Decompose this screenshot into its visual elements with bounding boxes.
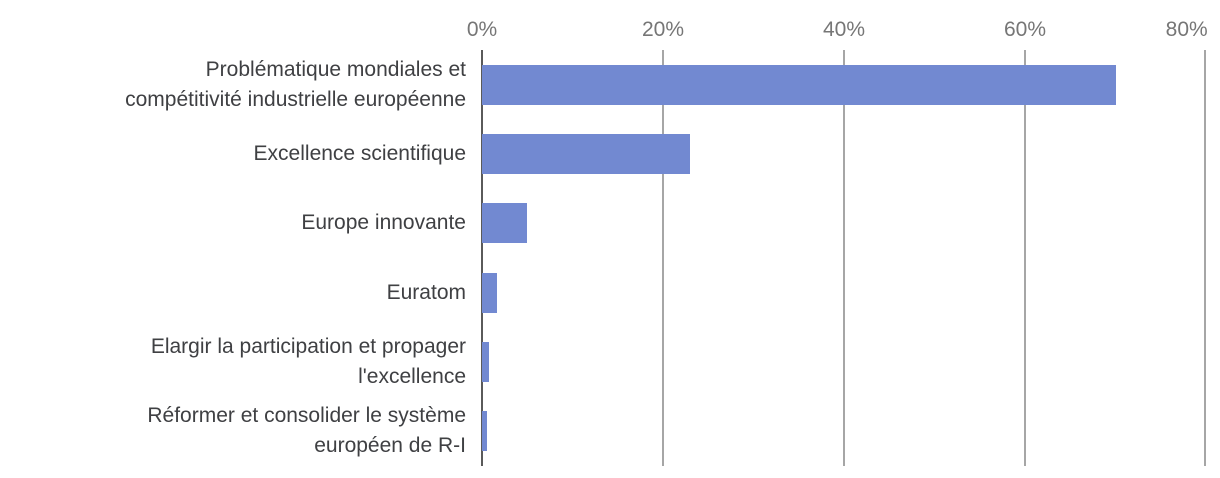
x-axis-tick-label: 0%	[466, 18, 498, 41]
x-axis-tick-label: 60%	[1003, 18, 1047, 41]
bar	[482, 341, 490, 382]
x-axis-tick-label: 20%	[641, 18, 685, 41]
bar	[482, 272, 498, 313]
category-label: Problématique mondiales et compétitivité…	[125, 57, 466, 111]
category-label: Elargir la participation et propager l'e…	[150, 335, 466, 388]
category-label: Euratom	[386, 280, 466, 304]
bar-row: Elargir la participation et propager l'e…	[0, 327, 1220, 396]
bar-row: Euratom	[0, 258, 1220, 327]
bar-row: Europe innovante	[0, 189, 1220, 258]
bar-track	[482, 189, 1206, 258]
category-label: Europe innovante	[301, 211, 466, 235]
bar-track	[482, 397, 1206, 466]
bar-track	[482, 258, 1206, 327]
category-label: Réformer et consolider le système europé…	[147, 404, 466, 458]
x-axis-top: 0% 20% 40% 60% 80%	[467, 0, 1208, 50]
bar-row: Réformer et consolider le système europé…	[0, 397, 1220, 466]
bar-track	[482, 327, 1206, 396]
bar	[482, 411, 488, 452]
x-axis-tick-label: 40%	[822, 18, 866, 41]
bar-row: Problématique mondiales et compétitivité…	[0, 50, 1220, 119]
bar-row: Excellence scientifique	[0, 119, 1220, 188]
bar	[482, 64, 1116, 105]
bar-rows: Problématique mondiales et compétitivité…	[0, 50, 1220, 466]
bar-track	[482, 119, 1206, 188]
category-label: Excellence scientifique	[253, 142, 466, 166]
bar	[482, 203, 528, 244]
plot-area: Problématique mondiales et compétitivité…	[0, 50, 1220, 466]
x-axis-tick-label: 80%	[1165, 18, 1208, 41]
bar-track	[482, 50, 1206, 119]
bar	[482, 133, 691, 174]
